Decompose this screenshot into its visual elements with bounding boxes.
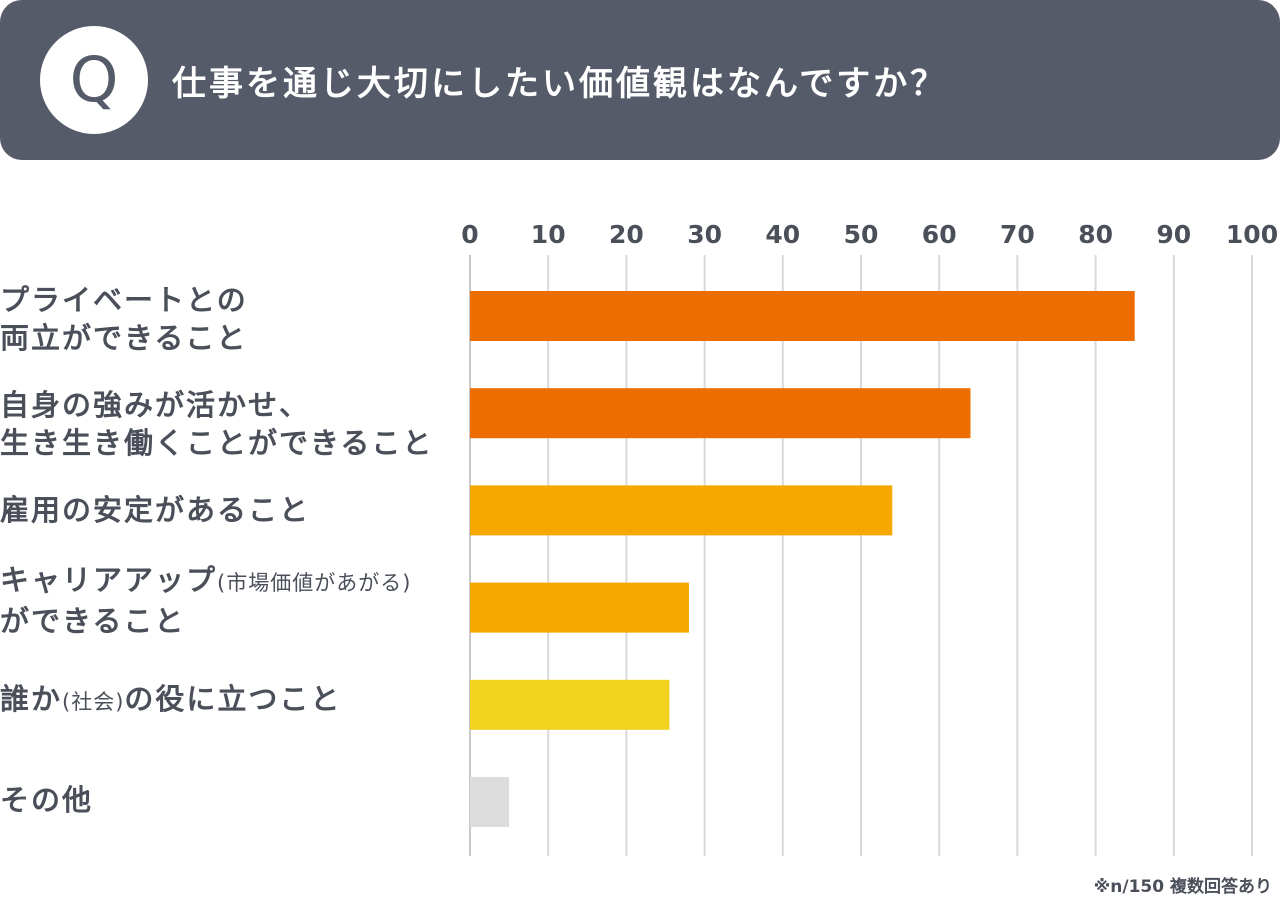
label-line: キャリアアップ(市場価値があがる)	[0, 561, 411, 602]
label-line: 自身の強みが活かせ、	[0, 388, 311, 422]
label-small: (社会)	[62, 690, 125, 714]
x-tick-label: 30	[687, 220, 722, 249]
label-line: 両立ができること	[0, 321, 248, 355]
x-tick-label: 60	[922, 220, 957, 249]
label-main: の役に立つこと	[124, 682, 342, 716]
sample-note: ※n/150 複数回答あり	[1093, 877, 1272, 897]
label-line: その他	[0, 783, 94, 817]
label-main: キャリアアップ	[0, 563, 218, 597]
x-tick-label: 70	[1000, 220, 1035, 249]
question-title: 仕事を通じ大切にしたい価値観はなんですか？	[172, 64, 948, 104]
x-tick-label: 10	[531, 220, 566, 249]
label-line: プライベートとの	[0, 283, 248, 317]
x-tick-label: 20	[609, 220, 644, 249]
q-letter: Q	[69, 43, 119, 116]
q-badge: Q	[40, 26, 148, 134]
x-tick-label: 50	[844, 220, 879, 249]
x-tick-label: 40	[765, 220, 800, 249]
label-line: ができること	[0, 604, 186, 638]
label-line: 雇用の安定があること	[0, 493, 311, 527]
bar-1	[470, 291, 1135, 341]
bar-3	[470, 485, 893, 536]
category-label-2: 自身の強みが活かせ、 生き生き働くことができること	[0, 386, 433, 462]
category-label-1: プライベートとの 両立ができること	[0, 281, 248, 357]
bar-6	[470, 777, 510, 827]
x-tick-label: 80	[1078, 220, 1113, 249]
category-label-6: その他	[0, 781, 93, 819]
category-label-5: 誰か(社会)の役に立つこと	[0, 680, 341, 721]
label-main: 誰か	[0, 682, 63, 716]
label-line: 生き生き働くことができること	[0, 426, 434, 460]
category-label-4: キャリアアップ(市場価値があがる) ができること	[0, 561, 411, 640]
x-tick-label: 90	[1156, 220, 1191, 249]
category-label-3: 雇用の安定があること	[0, 491, 310, 529]
bar-5	[470, 679, 670, 730]
x-tick-label: 100	[1226, 220, 1278, 249]
bar-2	[470, 388, 971, 439]
label-small: (市場価値があがる)	[217, 571, 412, 595]
x-tick-label: 0	[461, 220, 478, 249]
bar-4	[470, 582, 689, 633]
question-header: Q 仕事を通じ大切にしたい価値観はなんですか？	[0, 0, 1280, 160]
